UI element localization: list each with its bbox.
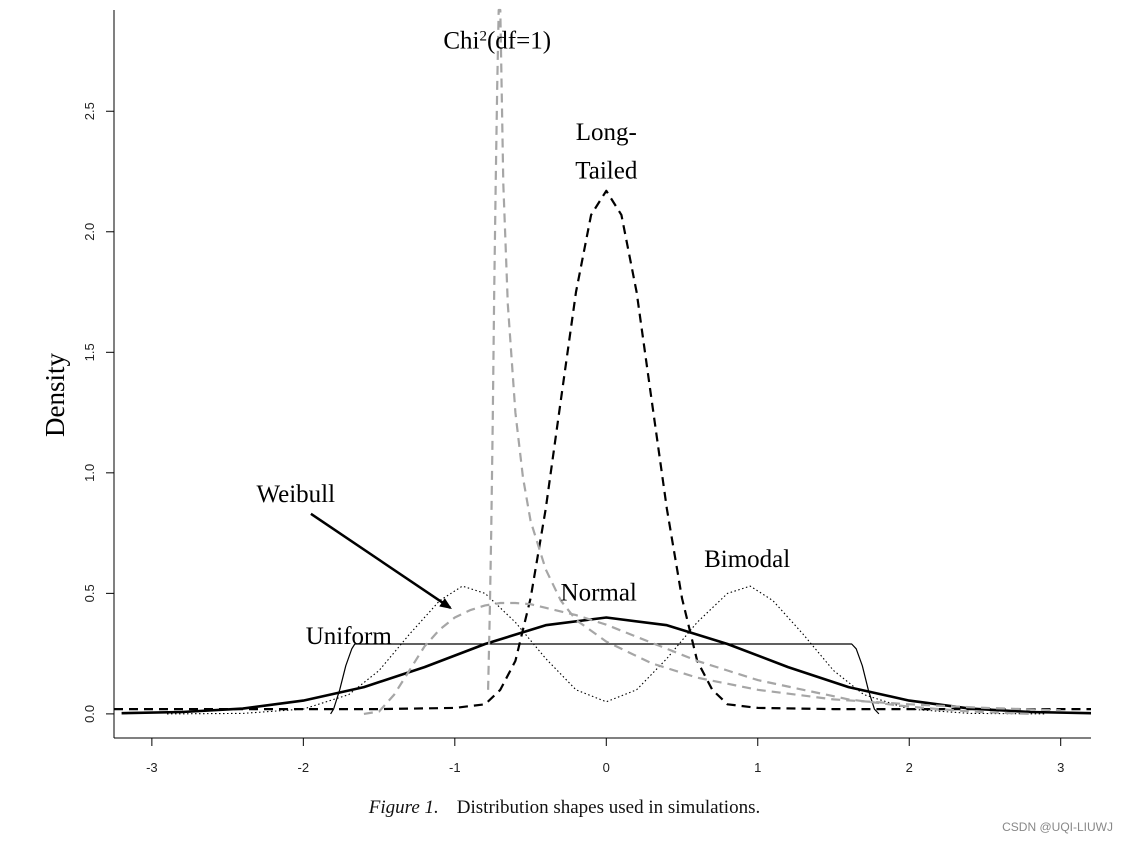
x-tick-label: -2 bbox=[298, 760, 310, 775]
annotation-label: Chi2(df=1) bbox=[443, 28, 551, 55]
y-tick-label: 1.5 bbox=[82, 343, 97, 361]
series-line-weibull bbox=[363, 601, 1031, 715]
y-tick-label: 2.0 bbox=[82, 223, 97, 241]
series-line-bimodal bbox=[166, 585, 1046, 715]
y-tick-label: 0.0 bbox=[82, 705, 97, 723]
annotation-layer: Chi2(df=1) Long- Tailed Weibull Bimodal Norma… bbox=[257, 28, 791, 650]
series-line-chi2-df-1 bbox=[487, 8, 1061, 712]
series-line-uniform bbox=[330, 643, 880, 715]
annotation-label: Long- bbox=[576, 119, 637, 146]
weibull-arrow bbox=[310, 512, 452, 609]
caption-text: Distribution shapes used in simulations. bbox=[456, 797, 761, 818]
x-tick-label: 1 bbox=[754, 760, 761, 775]
annotation-label: Tailed bbox=[575, 158, 638, 185]
x-tick-label: 0 bbox=[603, 760, 610, 775]
y-axis-label: Density bbox=[40, 353, 70, 437]
figure-caption: Figure 1. Distribution shapes used in sim… bbox=[0, 797, 1129, 819]
annotation-label: Uniform bbox=[306, 623, 393, 650]
x-tick-label: -1 bbox=[449, 760, 461, 775]
annotation-label: Weibull bbox=[257, 481, 336, 508]
density-chart: -3 -2 -1 0 1 2 3 0.0 0.5 1.0 1.5 2.0 2.5 Chi2(df=1) L… bbox=[40, 8, 1092, 775]
watermark: CSDN @UQI-LIUWJ bbox=[1002, 820, 1113, 834]
x-tick-label: 2 bbox=[906, 760, 913, 775]
annotation-label: Bimodal bbox=[704, 546, 790, 573]
x-tick-label: -3 bbox=[146, 760, 158, 775]
series-layer bbox=[114, 8, 1092, 715]
figure-label: Figure 1. bbox=[368, 797, 439, 818]
annotation-label: Normal bbox=[561, 580, 637, 607]
axes: -3 -2 -1 0 1 2 3 0.0 0.5 1.0 1.5 2.0 2.5 bbox=[82, 10, 1091, 775]
series-line-normal bbox=[121, 616, 1092, 715]
series-line-long-tailed bbox=[114, 189, 1091, 711]
x-tick-label: 3 bbox=[1057, 760, 1064, 775]
y-tick-label: 0.5 bbox=[82, 584, 97, 602]
y-tick-label: 1.0 bbox=[82, 464, 97, 482]
y-tick-label: 2.5 bbox=[82, 102, 97, 120]
